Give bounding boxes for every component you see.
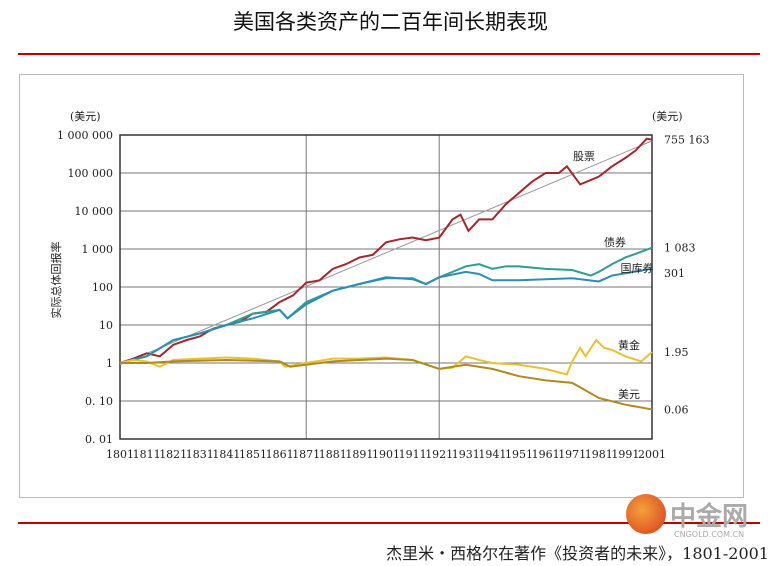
- y-tick-label: 1 000 000: [57, 129, 113, 142]
- series-end-value: 755 163: [664, 134, 710, 147]
- series-line-股票: [119, 137, 653, 364]
- x-tick-label: 1861: [266, 448, 294, 461]
- x-tick-label: 1801: [106, 448, 134, 461]
- series-label: 国库券: [621, 261, 654, 275]
- x-tick-label: 1841: [212, 448, 240, 461]
- plot-border: [119, 134, 653, 440]
- series-label: 股票: [573, 150, 595, 163]
- x-tick-label: 1871: [292, 448, 320, 461]
- y-unit-left: (美元): [70, 110, 101, 123]
- logo-icon: [626, 494, 666, 534]
- x-tick-label: 1881: [319, 448, 347, 461]
- x-tick-label: 2001: [638, 448, 666, 461]
- series-end-value: 1 083: [664, 242, 696, 255]
- source-caption: 杰里米・西格尔在著作《投资者的未来》，1801-2001: [386, 544, 769, 563]
- series-label: 美元: [618, 388, 640, 401]
- series-end-value: 0.06: [664, 403, 689, 416]
- x-tick-label: 1891: [345, 448, 373, 461]
- x-tick-label: 1981: [585, 448, 613, 461]
- y-tick-label: 10 000: [75, 205, 114, 218]
- x-tick-label: 1911: [399, 448, 427, 461]
- chart-frame: [19, 74, 744, 498]
- watermark-logo: 中金网 CNGOLD.COM.CN: [626, 494, 749, 539]
- x-tick-label: 1811: [133, 448, 161, 461]
- logo-site: CNGOLD.COM.CN: [674, 530, 745, 539]
- trend-line: [119, 140, 653, 366]
- x-tick-label: 1971: [558, 448, 586, 461]
- x-tick-label: 1921: [425, 448, 453, 461]
- y-tick-label: 100: [92, 281, 113, 294]
- y-tick-label: 1 000: [82, 243, 114, 256]
- series-label: 黄金: [618, 338, 640, 352]
- series-line-美元: [120, 357, 653, 411]
- x-tick-label: 1961: [532, 448, 560, 461]
- x-tick-label: 1951: [505, 448, 533, 461]
- logo-name: 中金网: [670, 501, 749, 532]
- x-tick-label: 1991: [611, 448, 639, 461]
- x-tick-label: 1931: [452, 448, 480, 461]
- series-end-value: 1.95: [664, 346, 689, 359]
- y-axis-label: 实际总体回报率: [49, 242, 63, 319]
- series-line-债券: [119, 246, 653, 364]
- x-tick-label: 1941: [478, 448, 506, 461]
- chart-title: 美国各类资产的二百年间长期表现: [233, 10, 548, 34]
- bottom-divider: [18, 522, 760, 524]
- series-line-国库券: [119, 267, 653, 364]
- y-unit-right: (美元): [652, 110, 683, 123]
- y-tick-label: 10: [99, 319, 113, 332]
- series-line-黄金: [119, 338, 653, 376]
- series-end-value: 301: [664, 267, 685, 280]
- y-tick-label: 0. 01: [85, 433, 113, 446]
- top-divider: [18, 53, 760, 55]
- x-tick-label: 1901: [372, 448, 400, 461]
- y-tick-label: 0. 10: [85, 395, 113, 408]
- x-tick-label: 1831: [186, 448, 214, 461]
- x-tick-label: 1851: [239, 448, 267, 461]
- y-tick-label: 1: [106, 357, 113, 370]
- x-tick-label: 1821: [159, 448, 187, 461]
- y-tick-label: 100 000: [68, 167, 114, 180]
- series-label: 债券: [604, 235, 626, 249]
